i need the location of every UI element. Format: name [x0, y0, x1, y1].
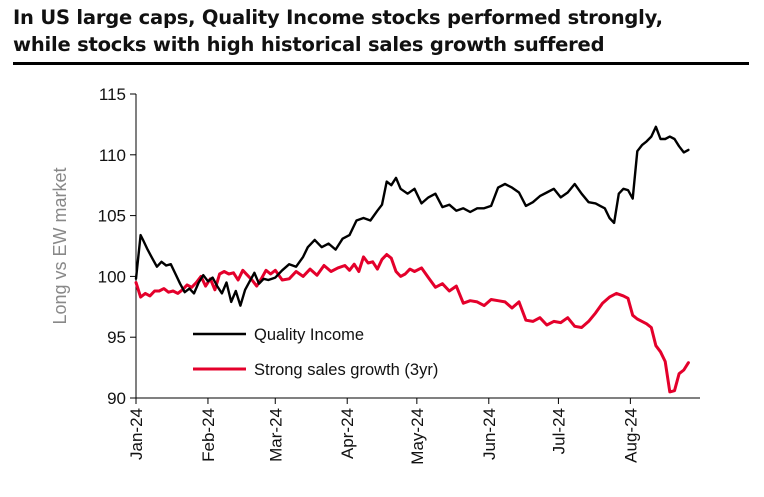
y-tick-label: 100: [98, 267, 126, 286]
y-axis-title: Long vs EW market: [50, 167, 70, 324]
chart-title: In US large caps, Quality Income stocks …: [13, 4, 753, 58]
chart-legend: Quality Income Strong sales growth (3yr): [193, 326, 438, 379]
y-tick-label: 115: [99, 85, 126, 104]
chart-title-line-1: In US large caps, Quality Income stocks …: [13, 6, 663, 29]
legend-label-quality-income: Quality Income: [254, 326, 364, 344]
x-tick-label: Aug-24: [621, 408, 640, 463]
x-tick-label: Jun-24: [480, 408, 499, 460]
legend-label-strong-sales-growth: Strong sales growth (3yr): [254, 361, 438, 379]
x-tick-label: Mar-24: [266, 408, 285, 462]
x-tick-label: Jul-24: [549, 408, 568, 454]
chart-axes: 90 95 100 105 110 115 Jan-24 Feb-24 Mar-24 Apr-24…: [98, 85, 700, 465]
title-divider: [13, 62, 749, 65]
y-tick-label: 90: [107, 389, 126, 408]
series-line-strong-sales-growth: [134, 253, 690, 394]
y-tick-label: 110: [99, 146, 126, 165]
y-tick-label: 95: [107, 328, 126, 347]
y-tick-label: 105: [98, 207, 126, 226]
series-line-quality-income: [134, 125, 690, 307]
x-tick-label: Jan-24: [127, 408, 146, 460]
chart-title-line-2: while stocks with high historical sales …: [13, 33, 605, 56]
x-tick-label: Feb-24: [199, 408, 218, 462]
x-tick-label: May-24: [408, 408, 427, 465]
x-tick-label: Apr-24: [338, 408, 357, 459]
chart-series: [134, 125, 690, 394]
